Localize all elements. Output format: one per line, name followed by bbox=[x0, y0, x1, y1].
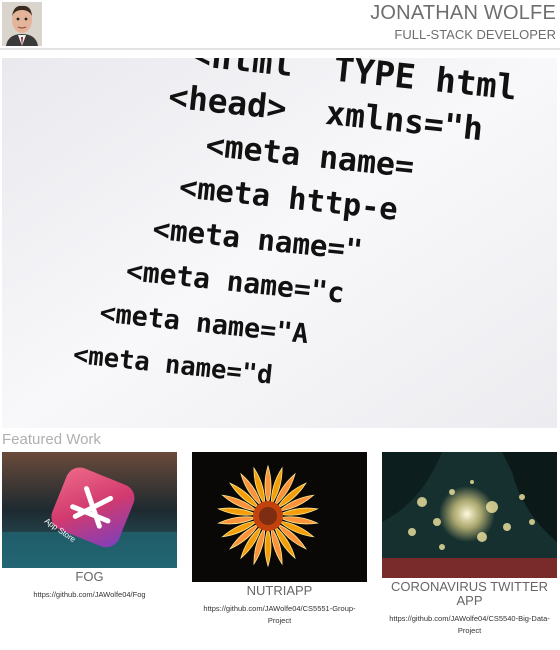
petal bbox=[221, 494, 259, 512]
bokeh-light bbox=[433, 518, 441, 526]
bokeh-light bbox=[529, 519, 535, 525]
project-image bbox=[192, 452, 367, 582]
project-card[interactable]: App Store FOG https://github.com/JAWolfe… bbox=[2, 452, 177, 601]
project-card[interactable]: CORONAVIRUS TWITTER APP https://github.c… bbox=[382, 452, 557, 637]
petal bbox=[217, 516, 258, 525]
project-link[interactable]: https://github.com/JAWolfe04/CS5540-Big-… bbox=[389, 614, 550, 635]
petal bbox=[240, 472, 263, 507]
project-title: FOG bbox=[75, 569, 104, 584]
petal bbox=[253, 526, 266, 566]
bokeh-light bbox=[477, 532, 487, 542]
petal bbox=[270, 466, 283, 506]
petal bbox=[278, 516, 319, 525]
site-title: JONATHAN WOLFE bbox=[370, 2, 556, 24]
project-link[interactable]: https://github.com/JAWolfe04/Fog bbox=[33, 590, 146, 599]
petal bbox=[221, 520, 259, 538]
section-title: Featured Work bbox=[2, 431, 101, 448]
bokeh-light bbox=[470, 480, 474, 484]
petal bbox=[277, 520, 315, 538]
header: JONATHAN WOLFE FULL-STACK DEVELOPER bbox=[0, 0, 560, 50]
bokeh-light bbox=[503, 523, 511, 531]
site-subtitle: FULL-STACK DEVELOPER bbox=[394, 27, 556, 42]
petal bbox=[278, 507, 319, 516]
bokeh-light bbox=[449, 489, 455, 495]
petal bbox=[229, 523, 260, 550]
petal bbox=[240, 525, 263, 560]
petal bbox=[253, 466, 266, 506]
petal bbox=[217, 507, 258, 516]
petal bbox=[270, 526, 283, 566]
project-link[interactable]: https://github.com/JAWolfe04/CS5551-Grou… bbox=[203, 604, 356, 625]
bokeh-light bbox=[519, 494, 525, 500]
bokeh-light bbox=[439, 544, 445, 550]
petal bbox=[264, 526, 272, 568]
project-image bbox=[382, 452, 557, 578]
project-title: NUTRIAPP bbox=[246, 583, 313, 598]
petal bbox=[277, 494, 315, 512]
petal bbox=[276, 523, 307, 550]
petal bbox=[273, 525, 296, 560]
hero-image: <html TYPE html<head> xmlns="h<meta name… bbox=[2, 58, 557, 428]
petal bbox=[264, 464, 272, 506]
bokeh-light bbox=[417, 497, 427, 507]
bokeh-light bbox=[408, 528, 416, 536]
avatar bbox=[2, 2, 42, 46]
petal bbox=[229, 482, 260, 509]
project-title: CORONAVIRUS TWITTER APP bbox=[391, 579, 548, 608]
petal bbox=[273, 472, 296, 507]
petal bbox=[276, 482, 307, 509]
bokeh-light bbox=[486, 501, 498, 513]
project-image: App Store bbox=[2, 452, 177, 568]
project-card[interactable]: NUTRIAPP https://github.com/JAWolfe04/CS… bbox=[192, 452, 367, 627]
